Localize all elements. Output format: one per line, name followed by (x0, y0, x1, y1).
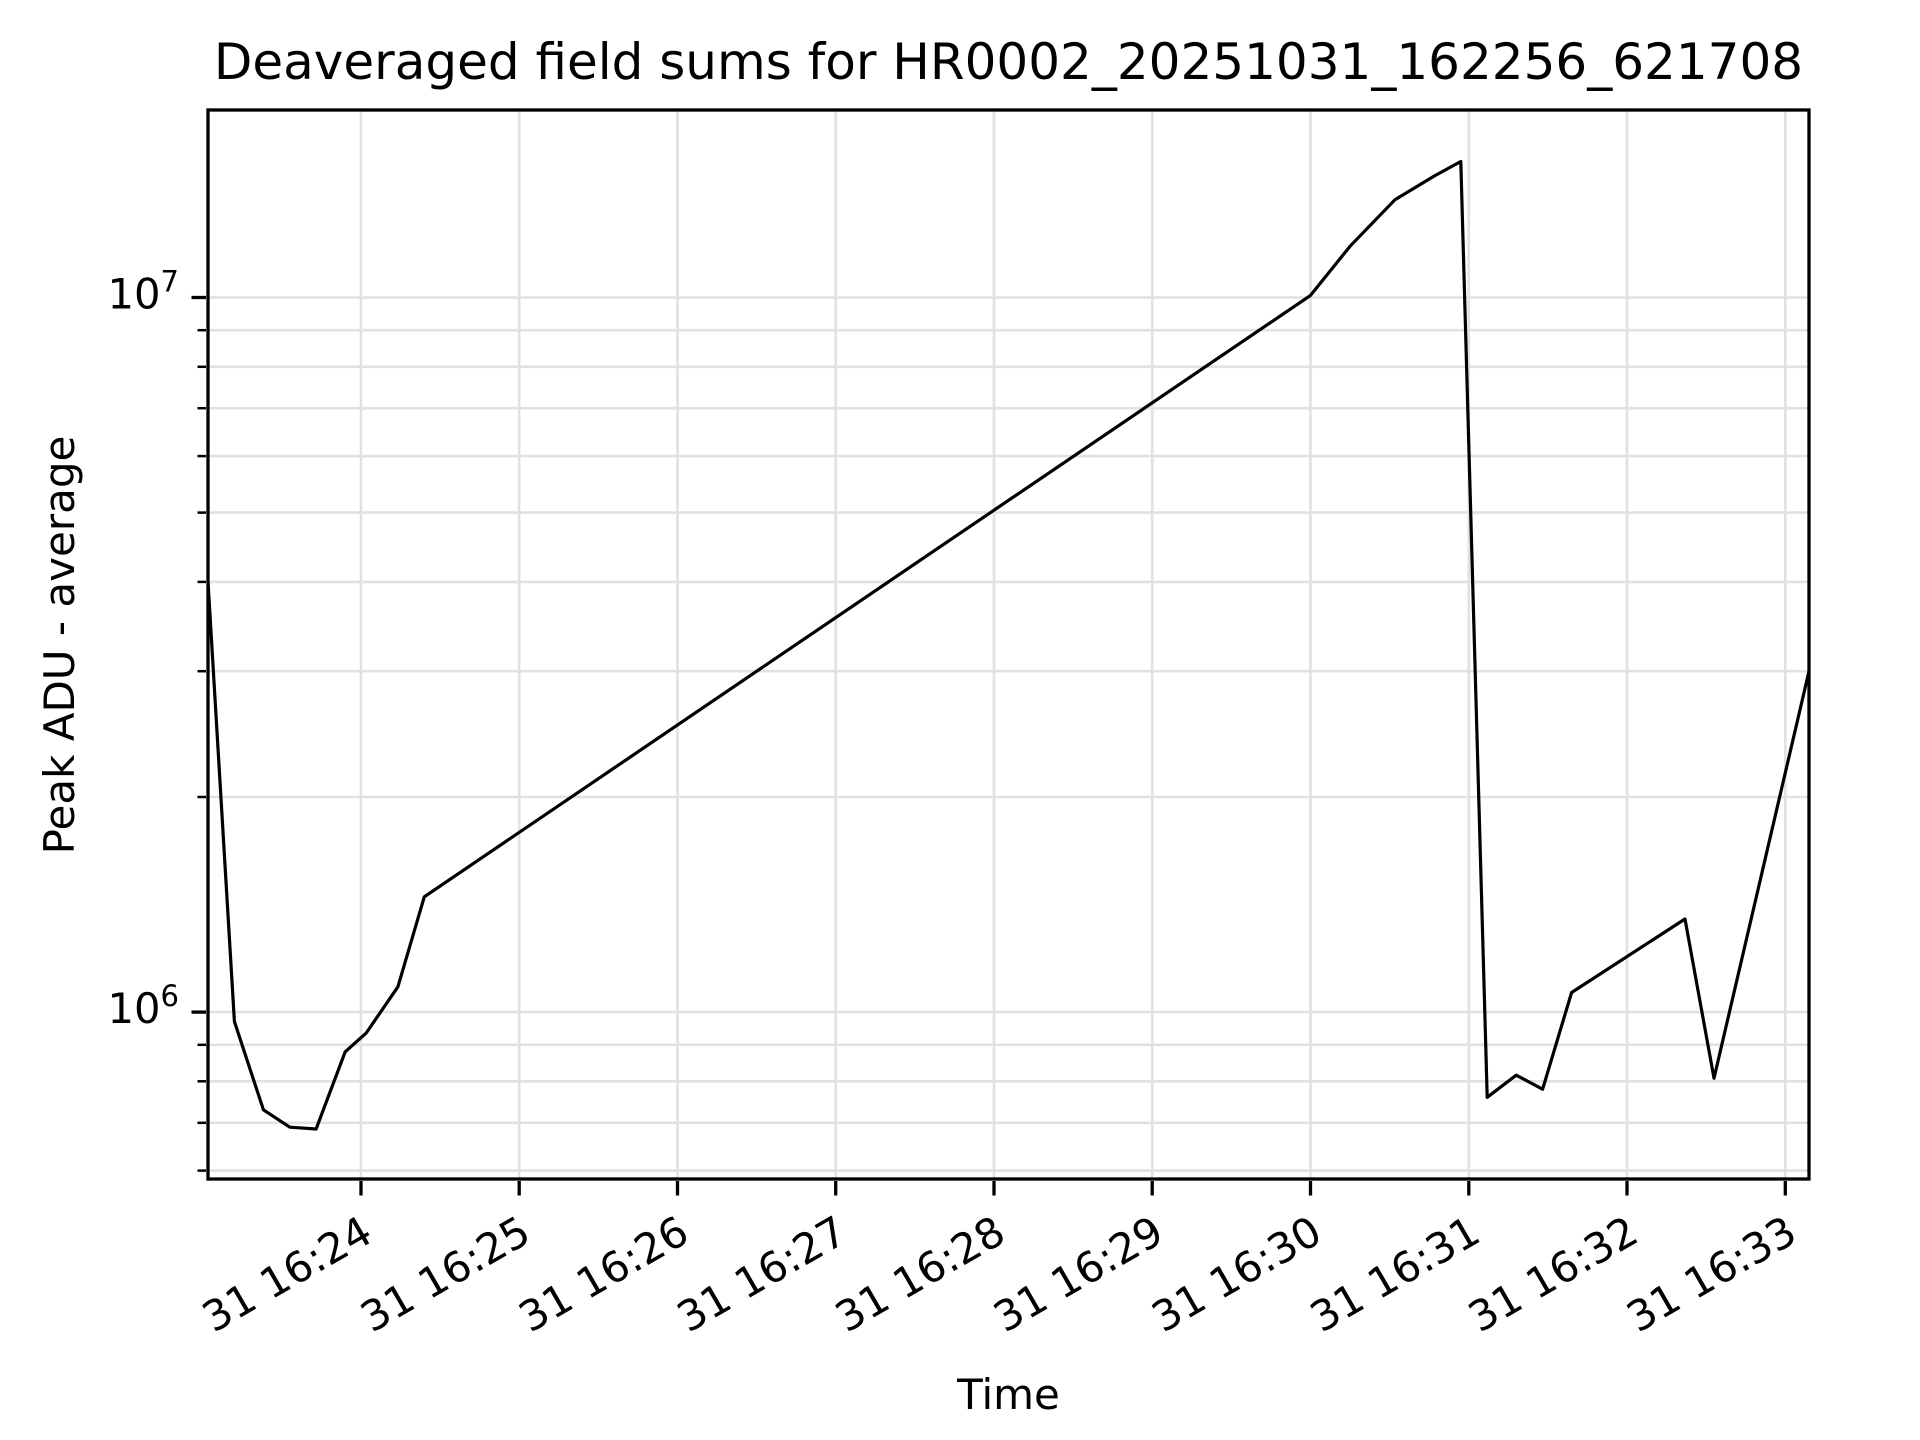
plot-border (206, 108, 1811, 1181)
svg-text:31 16:30: 31 16:30 (1144, 1206, 1330, 1342)
svg-text:31 16:32: 31 16:32 (1460, 1206, 1646, 1342)
y-axis-ticks (191, 295, 206, 1172)
data-line (208, 159, 1809, 1131)
svg-text:31 16:28: 31 16:28 (827, 1206, 1013, 1342)
svg-text:107: 107 (108, 265, 180, 319)
svg-text:106: 106 (108, 979, 180, 1033)
svg-text:31 16:24: 31 16:24 (194, 1206, 380, 1342)
y-tick-labels: 106 107 (108, 265, 180, 1034)
x-axis-label: Time (957, 1370, 1060, 1419)
svg-text:31 16:27: 31 16:27 (669, 1206, 855, 1342)
svg-text:31 16:33: 31 16:33 (1618, 1206, 1804, 1342)
gridlines (208, 110, 1809, 1179)
y-axis-label: Peak ADU - average (35, 435, 84, 855)
x-axis-ticks (359, 1181, 1787, 1196)
chart-title: Deaveraged field sums for HR0002_2025103… (213, 33, 1804, 91)
svg-text:31 16:26: 31 16:26 (511, 1206, 697, 1342)
svg-text:31 16:25: 31 16:25 (352, 1206, 538, 1342)
svg-text:31 16:31: 31 16:31 (1302, 1206, 1488, 1342)
svg-text:31 16:29: 31 16:29 (985, 1206, 1171, 1342)
